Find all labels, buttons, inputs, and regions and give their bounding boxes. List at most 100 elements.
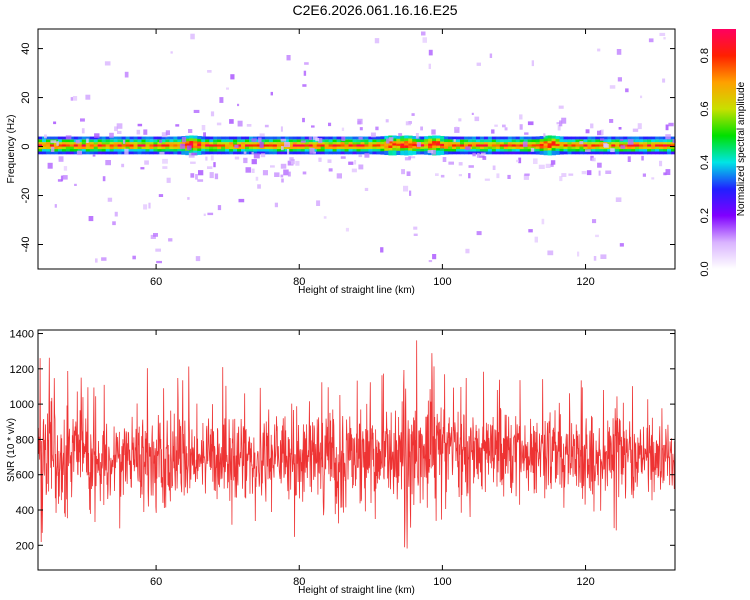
spectrogram-cell [567, 146, 572, 150]
spectrogram-cell [252, 142, 258, 146]
spectrogram-cell [153, 146, 158, 150]
spectrogram-cell [113, 144, 119, 148]
spectrogram-cell [639, 142, 644, 146]
spectrogram-cell [141, 151, 146, 155]
spectrogram-cell [300, 149, 306, 152]
spectrogram-cell [484, 178, 490, 181]
spectrogram-cell [511, 144, 517, 148]
spectrogram-cell [105, 144, 111, 148]
spectrogram-cell [340, 142, 345, 146]
spectrogram-cell [287, 160, 294, 166]
spectrogram-cell [543, 145, 548, 151]
spectrogram-cell [207, 166, 213, 169]
spectrogram-cell [175, 124, 180, 127]
spectrogram-cell [89, 136, 95, 140]
spectrogram-cell [448, 151, 453, 155]
spectrogram-cell [65, 146, 71, 150]
spectrogram-cell [205, 142, 210, 146]
spectrogram-cell [85, 149, 91, 152]
spectrogram-cell [241, 144, 246, 148]
spectrogram-cell [292, 144, 298, 148]
spectrogram-cell [332, 144, 337, 148]
spectrogram-cell [53, 142, 59, 146]
spectrogram-cell [140, 167, 145, 170]
spectrogram-cell [203, 213, 206, 216]
spectrogram-cell [233, 139, 238, 143]
spectrogram-cell [667, 139, 672, 143]
spectrogram-cell [659, 146, 664, 150]
spectrogram-cell [73, 149, 79, 152]
spectrogram-cell [635, 149, 640, 152]
spectrogram-cell [345, 227, 349, 232]
spectrogram-cell [165, 142, 170, 146]
spectrogram-cell [328, 136, 334, 140]
spectrogram-cell [177, 142, 182, 146]
spectrogram-cell [507, 142, 513, 146]
spectrogram-cell [600, 138, 605, 141]
spectrogram-cell [54, 204, 57, 208]
spectrogram-cell [109, 136, 115, 140]
spectrogram-y-tick-label: -40 [20, 237, 32, 253]
spectrogram-cell [448, 144, 453, 148]
spectrogram-cell [368, 136, 373, 140]
spectrogram-cell [197, 146, 202, 150]
spectrogram-cell [88, 216, 94, 222]
spectrogram-cell [53, 151, 59, 155]
spectrogram-cell [428, 145, 433, 151]
spectrogram-cell [559, 148, 564, 153]
spectrogram-cell [635, 139, 640, 143]
spectrogram-cell [539, 146, 545, 150]
spectrogram-cell [467, 139, 473, 143]
spectrogram-cell [332, 151, 337, 155]
spectrogram-cell [89, 139, 95, 143]
spectrogram-cell [440, 146, 445, 151]
spectrogram-cell [360, 139, 365, 143]
spectrogram-cell [460, 149, 465, 152]
spectrogram-y-tick-label: 20 [20, 91, 32, 103]
snr-series-line [37, 340, 676, 549]
spectrogram-cell [468, 173, 471, 179]
spectrogram-cell [149, 149, 154, 152]
spectrogram-cell [504, 127, 508, 131]
spectrogram-cell [61, 139, 67, 143]
spectrogram-cell [221, 146, 226, 150]
spectrogram-cell [133, 146, 138, 150]
spectrogram-cell [280, 136, 286, 140]
spectrogram-cell [534, 236, 538, 243]
spectrogram-cell [360, 151, 365, 155]
spectrogram-cell [234, 156, 240, 160]
spectrogram-x-tick-label: 60 [150, 276, 162, 288]
spectrogram-cell [360, 142, 365, 146]
spectrogram-cell [256, 149, 262, 152]
spectrogram-cell [268, 136, 274, 140]
spectrogram-cell [471, 112, 474, 115]
spectrogram-cell [292, 136, 298, 140]
spectrogram-cell [467, 151, 473, 155]
spectrogram-cell [499, 142, 505, 146]
spectrogram-cell [458, 118, 462, 122]
spectrogram-cell [125, 139, 130, 143]
spectrogram-cell [623, 151, 628, 155]
spectrogram-cell [74, 183, 77, 186]
spectrogram-cell [623, 144, 628, 148]
spectrogram-cell [440, 135, 445, 140]
spectrogram-cell [535, 148, 541, 153]
spectrogram-cell [252, 136, 258, 140]
spectrogram-cell [81, 142, 87, 146]
spectrogram-cell [663, 139, 668, 143]
spectrogram-cell [655, 151, 660, 155]
spectrogram-cell [190, 161, 196, 164]
spectrogram-cell [420, 146, 425, 150]
spectrogram-cell [197, 138, 202, 143]
spectrogram-cell [45, 139, 51, 143]
spectrogram-cell [97, 149, 103, 152]
spectrogram-cell [639, 144, 644, 148]
spectrogram-cell [535, 139, 541, 143]
spectrogram-cell [320, 149, 326, 152]
spectrogram-cell [370, 132, 376, 138]
spectrogram-cell [647, 146, 652, 150]
spectrogram-cell [69, 136, 75, 140]
spectrogram-cell [603, 146, 608, 150]
spectrogram-cell [296, 146, 302, 150]
